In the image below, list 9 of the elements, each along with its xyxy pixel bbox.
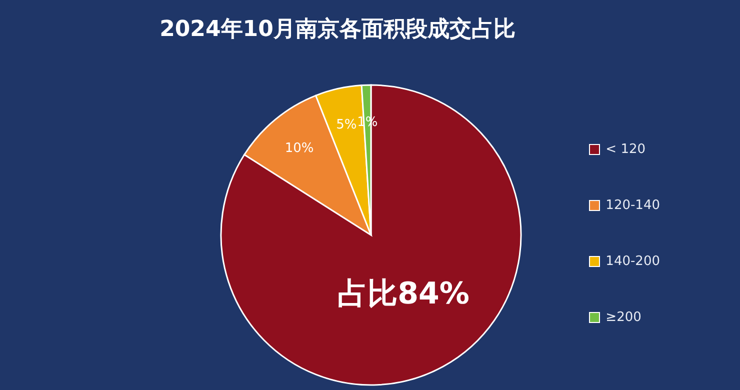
pie-slice [220,84,522,386]
legend-label: 120-140 [606,198,660,213]
data-label: 5% [336,118,357,133]
data-label: 占比84% [338,276,470,312]
legend-label: < 120 [606,142,646,157]
data-label: 10% [284,140,314,156]
chart-title: 2024年10月南京各面积段成交占比 [158,16,516,44]
legend-label: ≥200 [606,310,642,325]
legend-label: 140-200 [606,254,660,269]
